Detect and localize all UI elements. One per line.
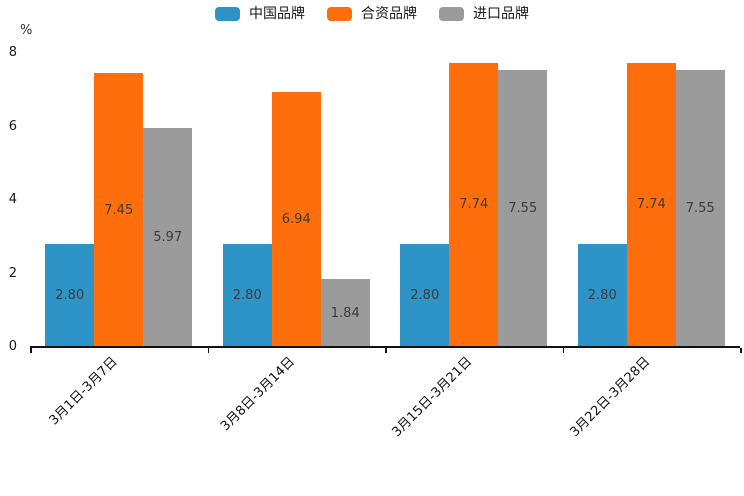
y-tick-label: 2 — [8, 265, 17, 281]
bar-进口品牌-0[interactable]: 5.97 — [143, 127, 193, 347]
bar-value-label: 2.80 — [232, 288, 262, 304]
bar-中国品牌-0[interactable]: 2.80 — [45, 244, 95, 347]
bar-value-label: 7.45 — [104, 202, 134, 218]
legend-item-0[interactable]: 中国品牌 — [215, 7, 305, 21]
bar-value-label: 1.84 — [330, 305, 360, 321]
legend-swatch-icon — [327, 7, 352, 21]
x-tick-mark — [562, 348, 564, 353]
x-category-label-3: 3月22日-3月28日 — [567, 354, 654, 441]
bar-value-label: 6.94 — [281, 211, 311, 227]
bar-合资品牌-3[interactable]: 7.74 — [626, 62, 676, 347]
x-tick-mark — [30, 348, 32, 353]
x-category-label-1: 3月8日-3月14日 — [218, 354, 299, 435]
legend-item-2[interactable]: 进口品牌 — [439, 7, 529, 21]
bar-合资品牌-1[interactable]: 6.94 — [271, 91, 321, 347]
legend-swatch-icon — [439, 7, 464, 21]
y-axis-unit-label: % — [20, 23, 33, 38]
y-tick-label: 4 — [8, 192, 17, 207]
x-tick-mark — [207, 348, 209, 353]
bar-value-label: 2.80 — [587, 288, 617, 304]
bar-value-label: 5.97 — [153, 229, 183, 245]
bar-进口品牌-2[interactable]: 7.55 — [498, 69, 548, 347]
legend: 中国品牌 合资品牌 进口品牌 — [0, 7, 744, 21]
y-tick-label: 8 — [8, 45, 17, 60]
legend-swatch-icon — [215, 7, 240, 21]
bar-value-label: 7.55 — [685, 200, 715, 216]
bar-value-label: 2.80 — [410, 288, 440, 304]
bar-合资品牌-0[interactable]: 7.45 — [94, 73, 144, 347]
bar-进口品牌-3[interactable]: 7.55 — [675, 69, 725, 347]
bar-合资品牌-2[interactable]: 7.74 — [449, 62, 499, 347]
legend-label: 进口品牌 — [473, 6, 529, 22]
x-tick-mark — [385, 348, 387, 353]
bar-进口品牌-1[interactable]: 1.84 — [320, 279, 370, 347]
bar-中国品牌-2[interactable]: 2.80 — [400, 244, 450, 347]
legend-label: 合资品牌 — [361, 6, 417, 22]
bar-value-label: 2.80 — [55, 288, 85, 304]
legend-label: 中国品牌 — [249, 6, 305, 22]
y-tick-label: 0 — [8, 339, 17, 354]
x-category-label-2: 3月15日-3月21日 — [389, 354, 476, 441]
legend-item-1[interactable]: 合资品牌 — [327, 7, 417, 21]
bar-中国品牌-3[interactable]: 2.80 — [577, 244, 627, 347]
x-axis-line — [30, 346, 740, 348]
bar-value-label: 7.74 — [636, 197, 666, 213]
y-tick-label: 6 — [8, 118, 17, 134]
bar-value-label: 7.55 — [508, 200, 538, 216]
x-category-label-0: 3月1日-3月7日 — [46, 354, 121, 429]
x-tick-mark — [740, 348, 742, 353]
bar-value-label: 7.74 — [459, 197, 489, 213]
bar-中国品牌-1[interactable]: 2.80 — [222, 244, 272, 347]
